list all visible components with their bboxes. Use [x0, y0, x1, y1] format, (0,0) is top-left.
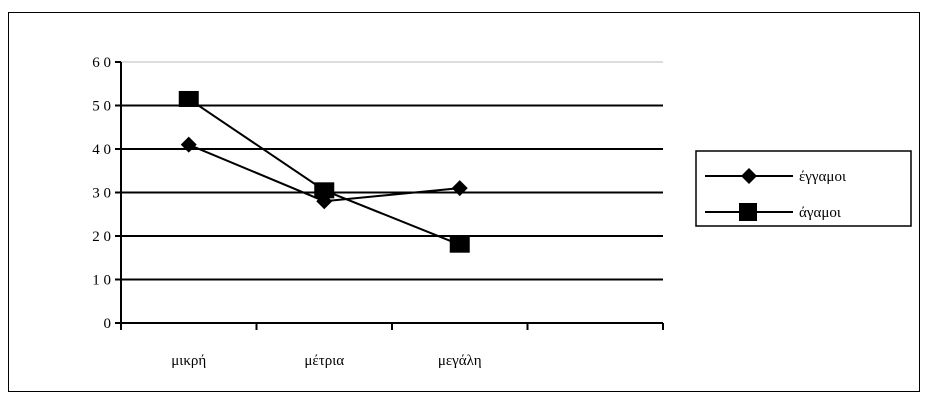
x-tick-label: μέτρια	[304, 353, 344, 369]
x-tick-label: μικρή	[171, 353, 206, 369]
legend-marker-married	[741, 168, 757, 184]
data-point-unmarried	[314, 182, 335, 199]
y-tick-label: 4 0	[92, 142, 111, 158]
x-tick-label: μεγάλη	[438, 353, 482, 369]
y-tick-label: 2 0	[92, 229, 111, 245]
y-tick-label: 6 0	[92, 55, 111, 71]
data-point-unmarried	[449, 236, 470, 253]
data-point-married	[451, 180, 468, 197]
data-point-married	[180, 136, 197, 153]
legend-label-married: έγγαμοι	[799, 169, 846, 185]
y-tick-label: 1 0	[92, 273, 111, 289]
y-tick-label: 5 0	[92, 99, 111, 115]
legend-label-unmarried: άγαμοι	[799, 205, 841, 221]
y-tick-label: 3 0	[92, 186, 111, 202]
series-line-unmarried	[188, 98, 461, 246]
legend-marker-unmarried	[739, 203, 757, 221]
y-tick-label: 0	[104, 316, 112, 332]
legend-box	[695, 150, 912, 227]
data-point-unmarried	[178, 90, 199, 107]
